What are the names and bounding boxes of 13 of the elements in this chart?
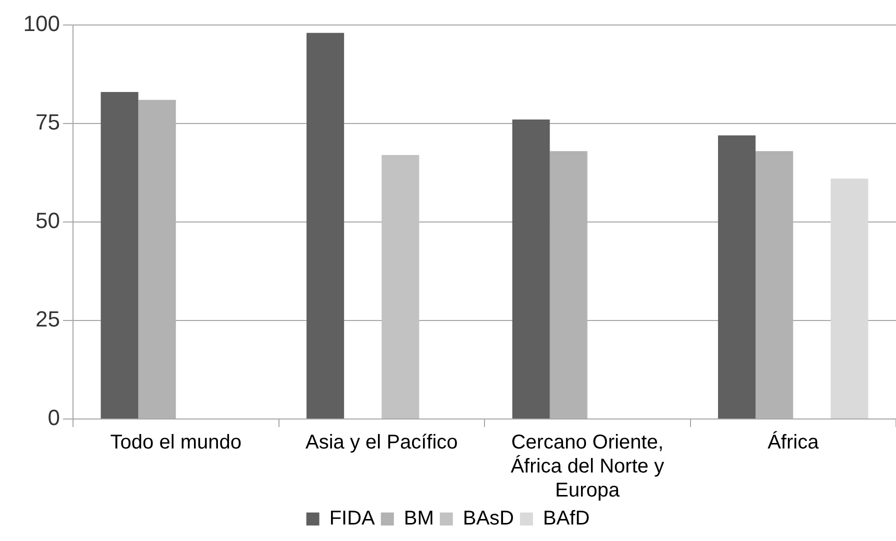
legend-label: BAfD (543, 508, 590, 530)
legend-label: BAsD (462, 508, 514, 530)
y-tick-label: 75 (36, 110, 60, 135)
x-tick-label: Todo el mundo (110, 432, 242, 454)
x-tick-label: África (768, 430, 820, 454)
y-tick-label: 0 (48, 405, 60, 430)
x-tick-label: Asia y el Pacífico (305, 432, 458, 454)
y-tick-label: 50 (36, 208, 60, 234)
y-tick-label: 25 (36, 306, 60, 332)
x-tick-label: Cercano Oriente, África del Norte y Europa (510, 432, 664, 502)
y-tick-label: 100 (23, 11, 60, 36)
legend-label: FIDA (329, 508, 376, 530)
legend-label: BM (404, 508, 434, 530)
